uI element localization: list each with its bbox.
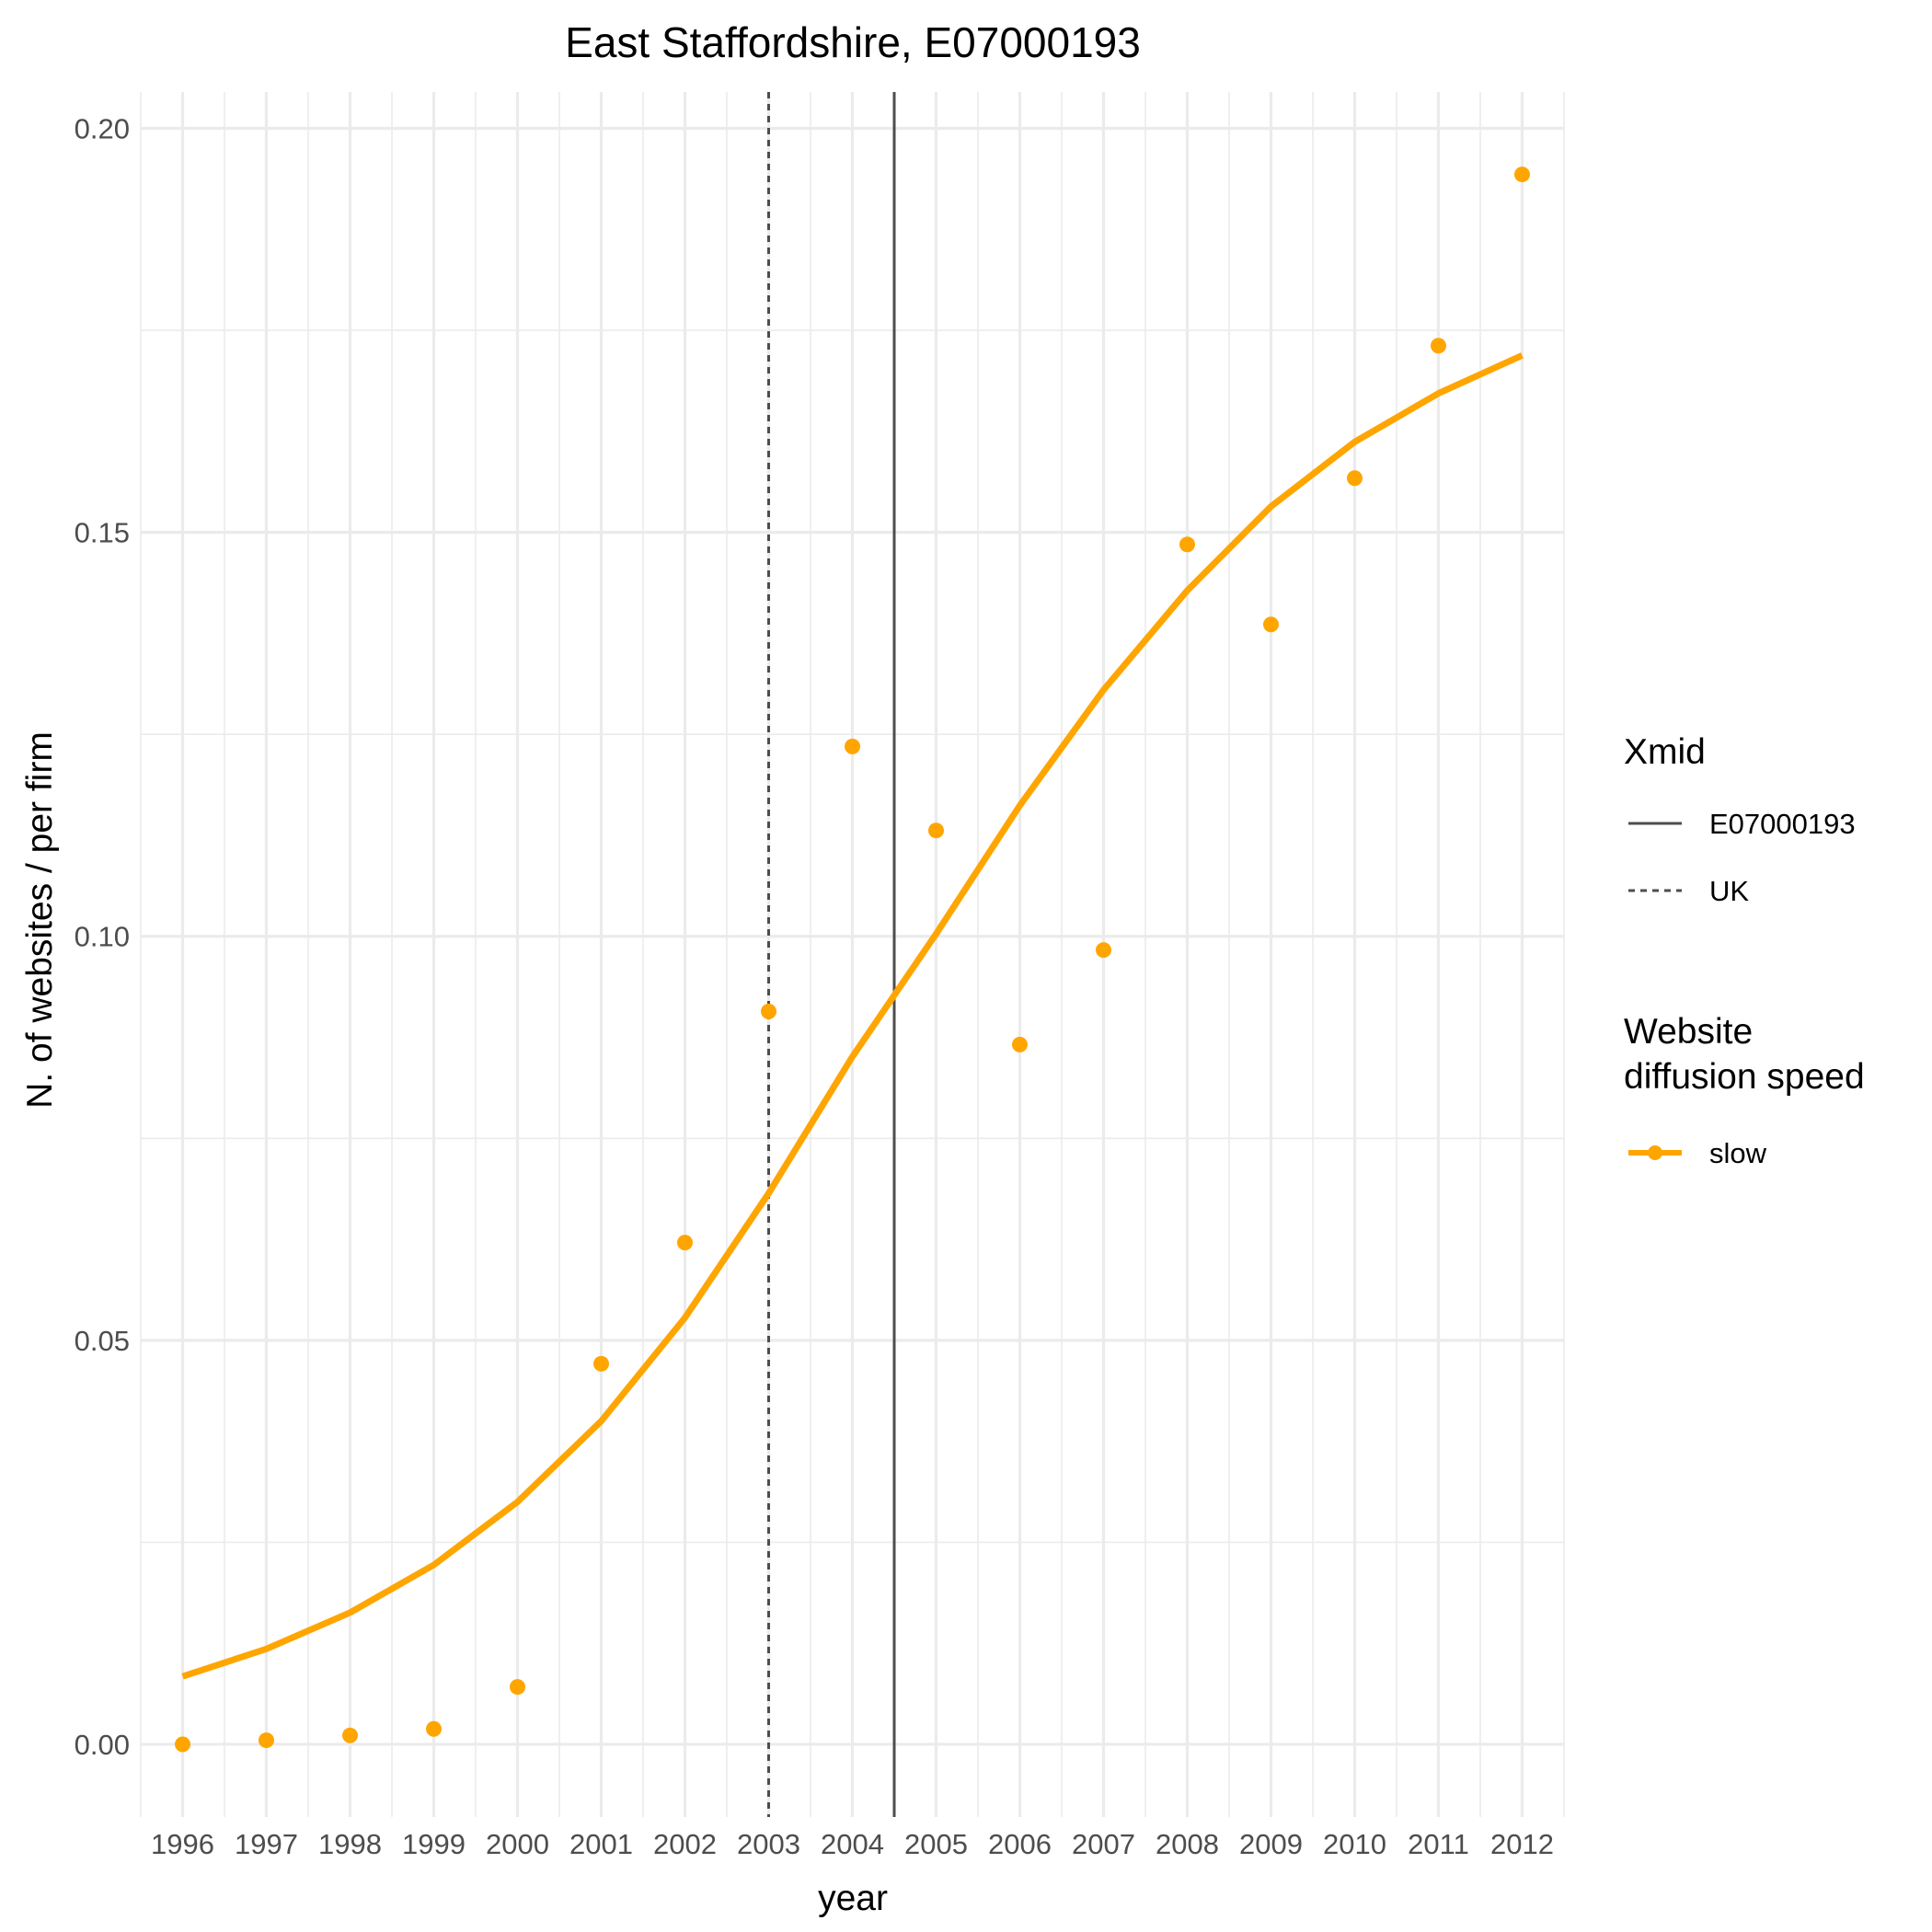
x-tick-label: 1998 [318, 1828, 382, 1860]
series-fit-line-slow [181, 352, 1524, 1680]
x-tick-label: 1996 [151, 1828, 214, 1860]
x-tick-label: 2002 [653, 1828, 717, 1860]
x-axis-label: year [818, 1879, 888, 1918]
data-point-slow [426, 1720, 442, 1737]
x-tick-label: 2011 [1408, 1828, 1469, 1860]
legend-speed-title-line2: diffusion speed [1624, 1057, 1865, 1097]
y-tick-label: 0.15 [75, 517, 130, 549]
y-tick-label: 0.00 [75, 1729, 130, 1761]
data-point-slow [1263, 616, 1279, 633]
x-tick-label: 2008 [1156, 1828, 1219, 1860]
legend-xmid: Xmid E07000193 UK [1624, 732, 1856, 907]
x-tick-label: 1997 [235, 1828, 298, 1860]
legend-speed-title-line1: Website [1624, 1012, 1753, 1052]
x-tick-label: 2004 [821, 1828, 884, 1860]
x-tick-label: 2009 [1239, 1828, 1303, 1860]
y-tick-label: 0.05 [75, 1325, 130, 1357]
legend-xmid-entry-e07000193: E07000193 [1709, 808, 1856, 840]
x-tick-label: 2000 [486, 1828, 549, 1860]
x-tick-label: 2001 [569, 1828, 633, 1860]
legend-speed-entry-slow: slow [1709, 1137, 1767, 1169]
data-point-slow [928, 822, 944, 839]
chart-title: East Staffordshire, E07000193 [565, 18, 1141, 66]
data-point-slow [175, 1736, 190, 1753]
data-point-slow [1514, 167, 1530, 183]
data-point-slow [593, 1355, 609, 1372]
data-point-slow [677, 1235, 693, 1251]
x-tick-label: 2007 [1072, 1828, 1135, 1860]
data-point-slow [1096, 942, 1111, 959]
data-point-slow [1179, 536, 1195, 553]
y-tick-label: 0.10 [75, 921, 130, 953]
x-tick-label: 2003 [737, 1828, 800, 1860]
x-tick-label: 2005 [904, 1828, 968, 1860]
legend-xmid-title: Xmid [1624, 732, 1706, 772]
x-tick-label: 2010 [1323, 1828, 1386, 1860]
reference-lines [767, 92, 896, 1817]
data-point-slow [510, 1679, 525, 1696]
data-point-slow [1431, 338, 1446, 354]
series-layer [175, 167, 1530, 1753]
data-point-slow [259, 1732, 274, 1749]
legend-slow-point-key [1648, 1145, 1662, 1160]
data-point-slow [1012, 1036, 1028, 1052]
y-tick-label: 0.20 [75, 113, 130, 145]
legend-xmid-entry-uk: UK [1709, 875, 1749, 907]
x-tick-labels: 1996 1997 1998 1999 2000 2001 2002 2003 2004 2005… [151, 1828, 1554, 1860]
x-tick-label: 1999 [402, 1828, 466, 1860]
x-tick-label: 2006 [988, 1828, 1052, 1860]
x-tick-label: 2012 [1490, 1828, 1554, 1860]
legend-speed: Website diffusion speed slow [1624, 1012, 1865, 1169]
data-point-slow [1347, 470, 1363, 487]
y-tick-labels: 0.00 0.05 0.10 0.15 0.20 [75, 113, 130, 1761]
data-point-slow [342, 1727, 358, 1743]
grid [140, 92, 1565, 1817]
y-axis-label: N. of websites / per firm [20, 731, 60, 1109]
data-point-slow [845, 738, 860, 754]
data-point-slow [761, 1003, 776, 1019]
